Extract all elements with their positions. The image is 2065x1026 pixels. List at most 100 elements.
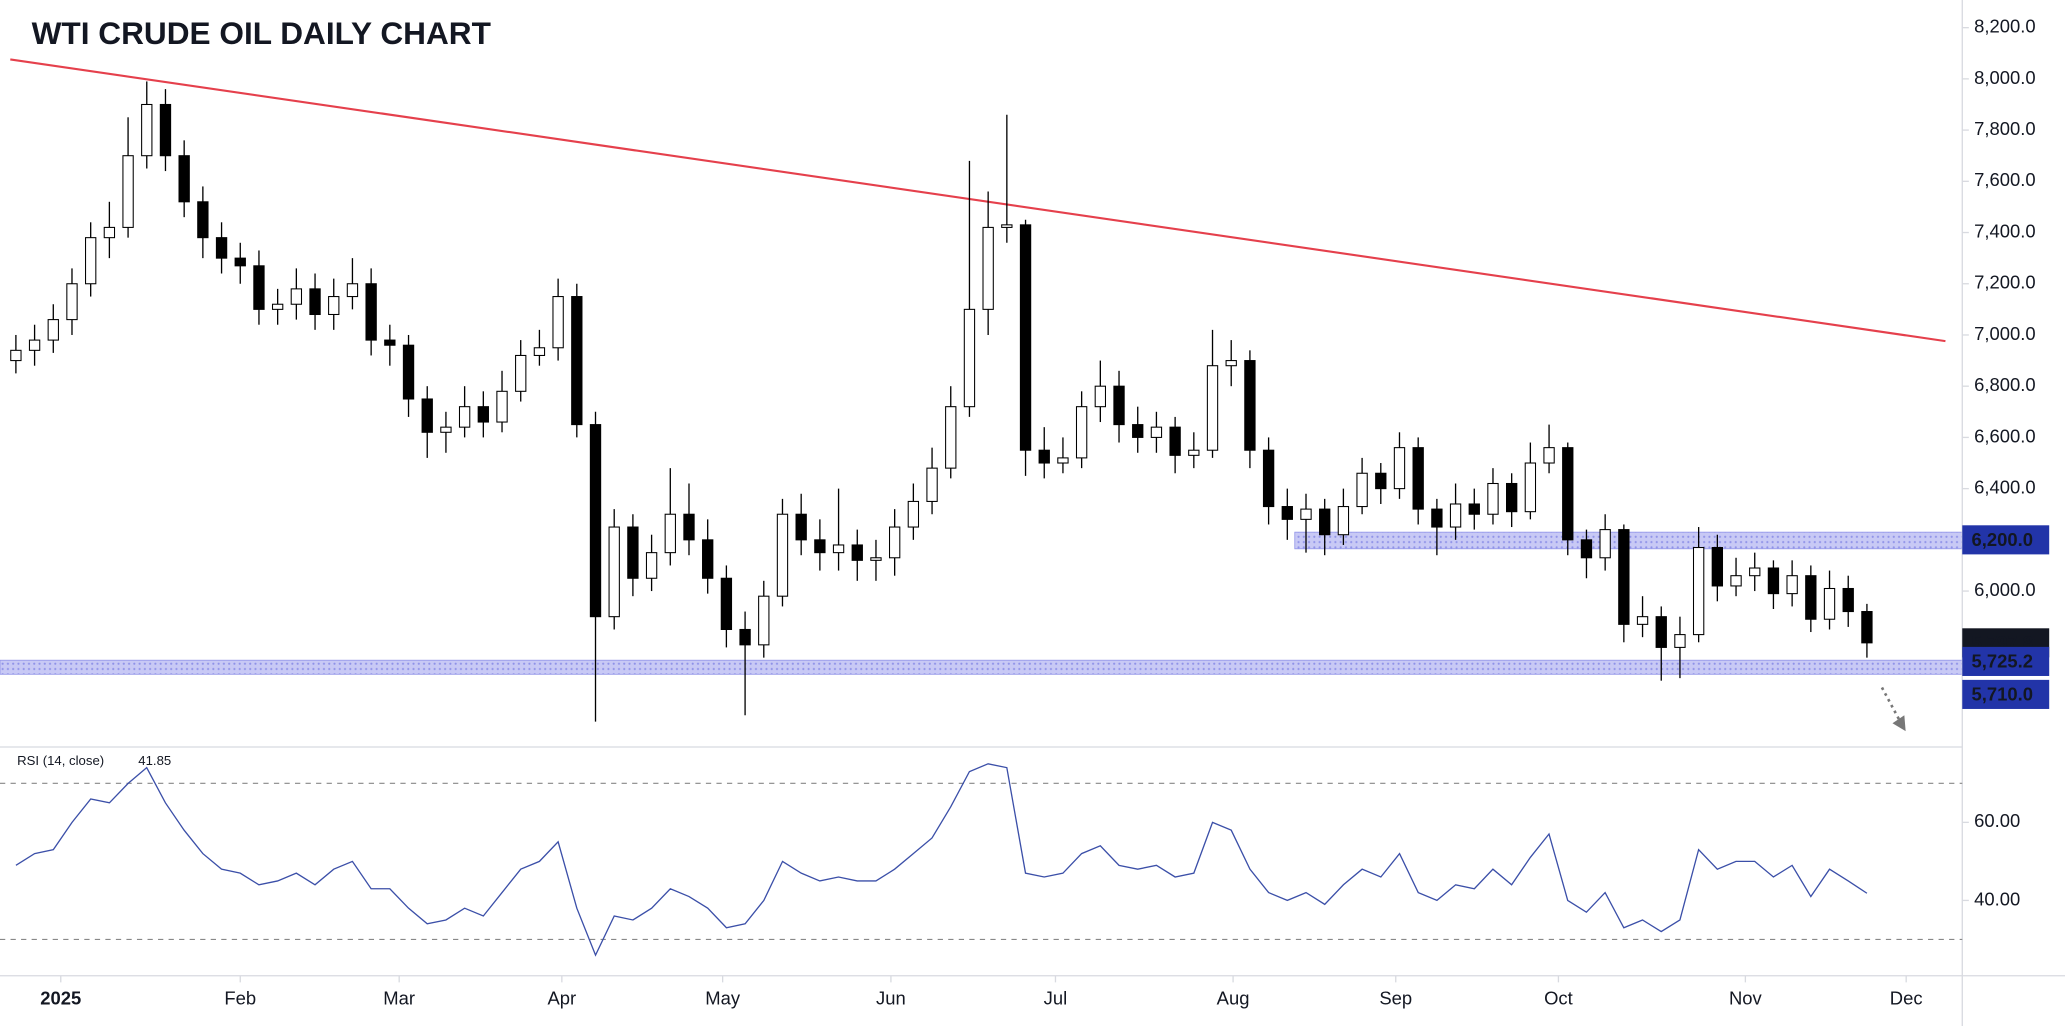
candle-body bbox=[589, 424, 602, 618]
candle-body bbox=[85, 237, 97, 285]
candle-body bbox=[1524, 462, 1537, 513]
candle-body bbox=[178, 155, 190, 203]
candle-body bbox=[440, 426, 452, 433]
price-label: 5,725.2 bbox=[1971, 651, 2033, 672]
candle-body bbox=[739, 628, 751, 646]
candle-body bbox=[832, 544, 845, 554]
candle-body bbox=[1094, 385, 1107, 408]
candle-body bbox=[1375, 472, 1387, 490]
price-label-box bbox=[1962, 525, 2050, 555]
candle-body bbox=[515, 354, 527, 392]
candle-body bbox=[1057, 457, 1069, 464]
candle-body bbox=[1244, 360, 1256, 451]
x-tick-label: Dec bbox=[1890, 987, 1923, 1008]
candle-body bbox=[1786, 575, 1798, 595]
candle-body bbox=[533, 347, 546, 356]
y-tick-label: 8,200.0 bbox=[1974, 16, 2036, 37]
candle-body bbox=[945, 406, 957, 469]
candle-body bbox=[1543, 447, 1555, 464]
rsi-tick-label: 40.00 bbox=[1974, 888, 2020, 909]
candle-body bbox=[1356, 472, 1368, 508]
candle-body bbox=[1188, 449, 1200, 456]
candle-body bbox=[645, 552, 658, 579]
candle-body bbox=[1300, 508, 1312, 520]
candle-body bbox=[253, 265, 265, 310]
y-tick-label: 7,000.0 bbox=[1974, 323, 2036, 344]
y-tick-label: 6,600.0 bbox=[1974, 425, 2036, 446]
x-tick-label: Oct bbox=[1544, 987, 1573, 1008]
candle-body bbox=[1692, 546, 1705, 636]
candle-body bbox=[1075, 406, 1088, 459]
candle-body bbox=[1749, 567, 1761, 577]
candle-body bbox=[683, 513, 695, 541]
candle-body bbox=[1113, 385, 1125, 426]
candle-body bbox=[664, 513, 676, 554]
candle-body bbox=[1562, 447, 1574, 541]
candle-body bbox=[496, 390, 508, 423]
candle-body bbox=[1711, 546, 1724, 587]
candle-body bbox=[1337, 506, 1350, 536]
candle-body bbox=[1169, 426, 1181, 456]
candle-body bbox=[1618, 529, 1630, 625]
candle-body bbox=[627, 526, 639, 579]
candle-body bbox=[141, 103, 153, 157]
candle-body bbox=[1150, 426, 1163, 438]
rsi-line bbox=[15, 763, 1868, 957]
candle-body bbox=[1449, 503, 1462, 528]
candle-body bbox=[28, 339, 41, 351]
rsi-tick-label: 60.00 bbox=[1974, 810, 2020, 831]
candle-body bbox=[66, 283, 78, 321]
rsi-label: RSI (14, close) bbox=[17, 753, 104, 768]
candle-body bbox=[215, 237, 228, 259]
price-label: 5,710.0 bbox=[1971, 684, 2033, 705]
plot-underlay bbox=[0, 531, 1963, 675]
candle-body bbox=[1393, 447, 1406, 490]
candle-body bbox=[1580, 539, 1593, 559]
rsi-value: 41.85 bbox=[138, 753, 171, 768]
x-tick-label: Apr bbox=[548, 987, 577, 1008]
candle-body bbox=[1132, 424, 1144, 438]
candle-body bbox=[328, 296, 340, 316]
x-tick-label: Nov bbox=[1729, 987, 1763, 1008]
projection-arrow bbox=[1880, 686, 1906, 732]
y-tick-label: 7,400.0 bbox=[1974, 220, 2036, 241]
x-tick-label: Mar bbox=[383, 987, 415, 1008]
candle-body bbox=[795, 513, 807, 541]
candle-body bbox=[477, 406, 489, 423]
candle-body bbox=[1262, 449, 1275, 508]
candle-body bbox=[1823, 587, 1836, 620]
support-zone bbox=[0, 659, 1963, 675]
candle-body bbox=[1019, 224, 1032, 451]
candle-body bbox=[1412, 447, 1424, 510]
candle-body bbox=[1655, 616, 1667, 648]
x-tick-label: Jun bbox=[876, 987, 906, 1008]
y-tick-label: 7,600.0 bbox=[1974, 169, 2036, 190]
candle-body bbox=[402, 344, 415, 400]
candle-body bbox=[1468, 503, 1480, 515]
candle-body bbox=[1001, 224, 1013, 228]
candle-body bbox=[702, 539, 714, 579]
candle-body bbox=[1861, 611, 1873, 644]
x-tick-label: May bbox=[705, 987, 741, 1008]
candle-body bbox=[458, 406, 471, 428]
candle-body bbox=[851, 544, 863, 561]
y-tick-label: 8,000.0 bbox=[1974, 67, 2036, 88]
candle-body bbox=[963, 308, 976, 408]
candle-body bbox=[1225, 360, 1237, 367]
candle-body bbox=[1805, 575, 1817, 620]
candle-body bbox=[926, 467, 938, 502]
candle-body bbox=[309, 288, 321, 316]
x-tick-label: 2025 bbox=[40, 987, 81, 1008]
candle-body bbox=[571, 296, 583, 426]
price-label: 6,200.0 bbox=[1971, 529, 2033, 550]
candle-body bbox=[1674, 634, 1686, 648]
candle-body bbox=[10, 349, 22, 362]
candle-body bbox=[1038, 449, 1050, 464]
candle-body bbox=[234, 257, 246, 267]
price-label-box bbox=[1962, 646, 2050, 676]
candle-body bbox=[552, 296, 564, 349]
candle-body bbox=[365, 283, 377, 341]
candle-body bbox=[888, 526, 901, 559]
